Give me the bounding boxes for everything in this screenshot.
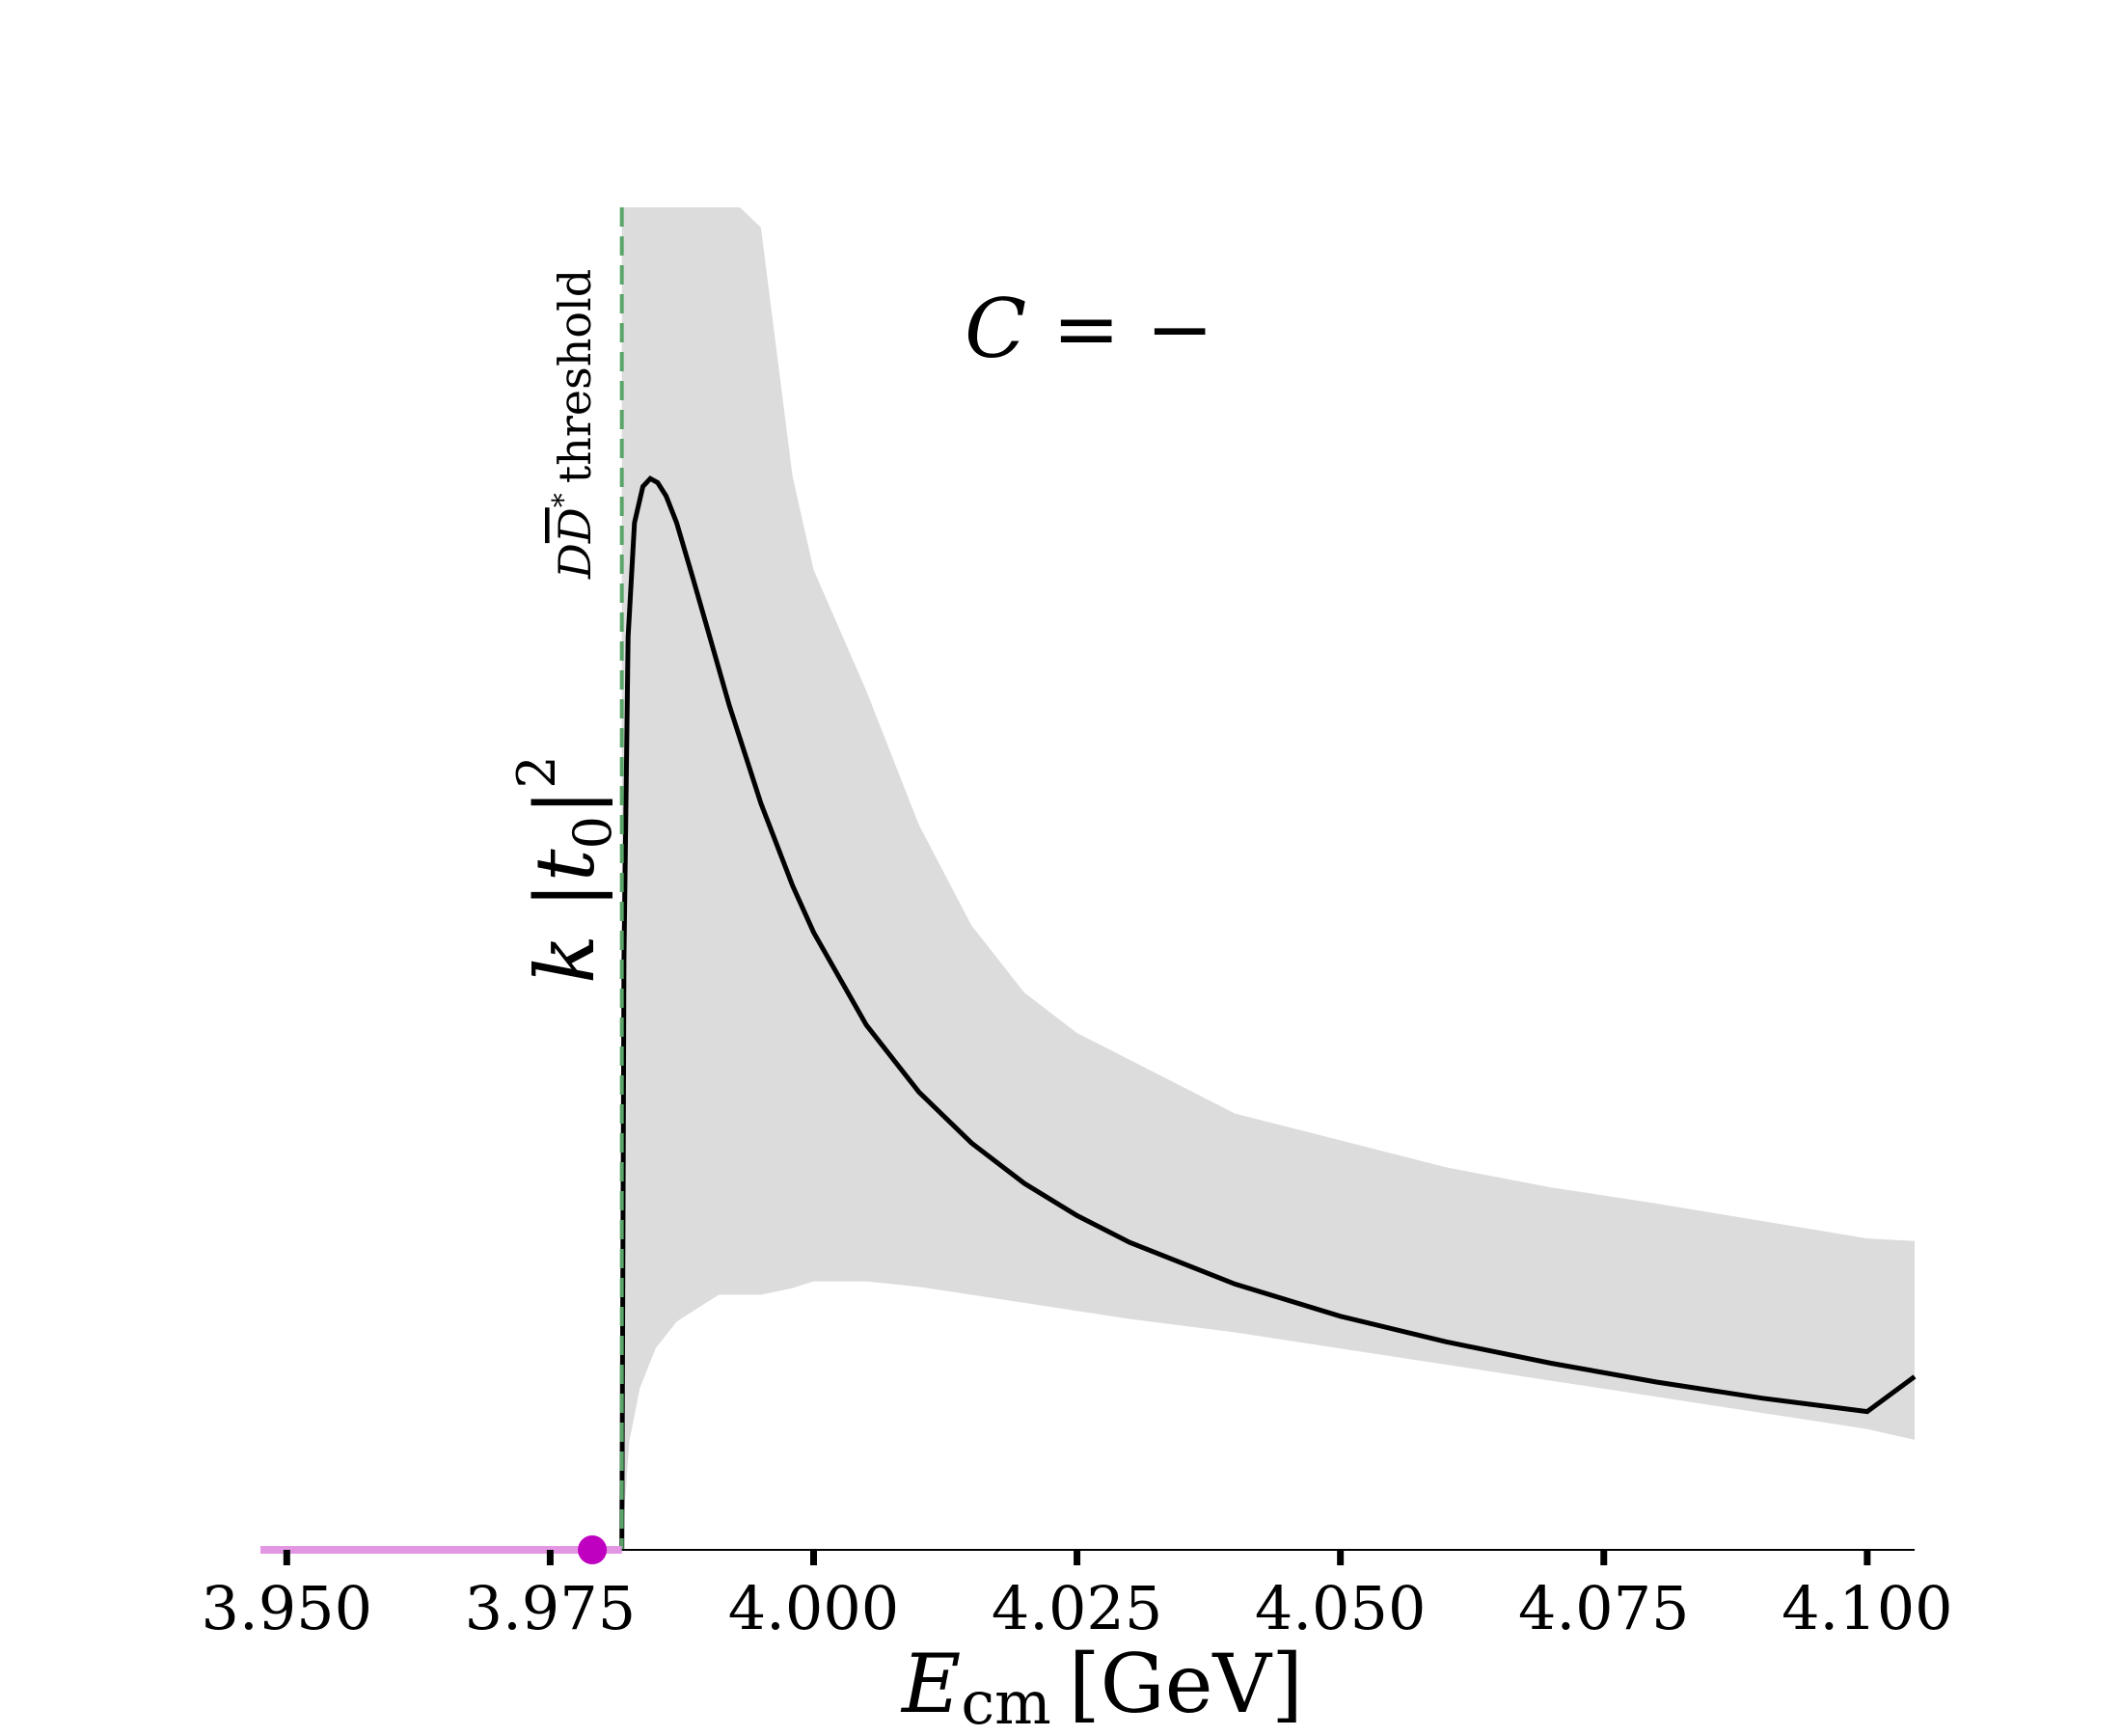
x-ticks: 3.950 3.975 4.000 4.025 4.050 4.075 4.100 <box>202 1550 1953 1643</box>
threshold-label-text: threshold <box>549 269 601 483</box>
xlabel-main: E <box>900 1637 961 1731</box>
x-tick-label: 4.025 <box>992 1573 1163 1643</box>
threshold-label-d: D <box>549 543 601 580</box>
plot-area <box>260 207 1917 1564</box>
threshold-label-dbar: D <box>549 507 601 544</box>
threshold-label-star: * <box>547 493 581 507</box>
xlabel-unit: [GeV] <box>1069 1637 1303 1731</box>
x-tick-label: 4.050 <box>1255 1573 1427 1643</box>
y-axis-label: k |t0|2 <box>506 755 623 984</box>
central-curve <box>619 475 1917 1551</box>
x-tick-label: 4.100 <box>1782 1573 1953 1643</box>
threshold-label: DD*threshold <box>547 269 601 580</box>
ylabel-sub: 0 <box>562 816 623 849</box>
x-tick-label: 3.950 <box>202 1573 373 1643</box>
error-band <box>621 207 1916 1550</box>
x-axis-label: Ecm [GeV] <box>900 1637 1303 1736</box>
ylabel-suffix: | <box>518 789 612 816</box>
c-parity-annotation: C = − <box>965 282 1213 376</box>
x-tick-label: 4.000 <box>728 1573 900 1643</box>
x-tick-label: 3.975 <box>465 1573 637 1643</box>
bound-state-pole <box>578 1535 608 1564</box>
ylabel-prefix: k |t <box>518 849 612 984</box>
ylabel-sup: 2 <box>506 755 567 788</box>
xlabel-sub: cm <box>961 1668 1051 1736</box>
x-tick-label: 4.075 <box>1518 1573 1690 1643</box>
